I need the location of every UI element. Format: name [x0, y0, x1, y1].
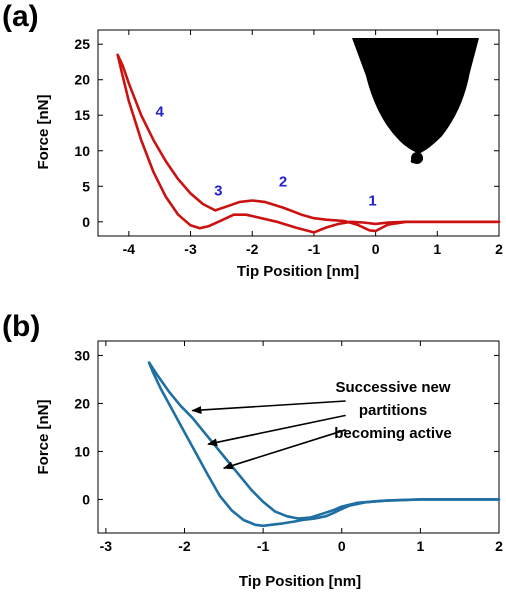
panel-b-x-tick-label: 0 [338, 538, 346, 554]
panel-b-x-tick-label: -3 [100, 538, 113, 554]
panel-a-y-tick-label: 0 [82, 214, 90, 230]
panel-b-x-tick-label: -2 [178, 538, 191, 554]
panel-a-x-axis-label: Tip Position [nm] [237, 263, 359, 280]
panel-a-series-line-1 [116, 53, 501, 234]
panel-b-plot [147, 361, 501, 528]
panel-a-x-tick-label: 2 [495, 241, 503, 257]
panel-a-y-axis-label: Force [nN] [35, 94, 52, 169]
afm-tip-apex [411, 152, 423, 164]
panel-a-y-tick-label: 25 [74, 36, 90, 52]
panel-a-x-tick-label: 1 [433, 241, 441, 257]
panel-a-annotation-2: 2 [279, 173, 287, 190]
panel-b-annotation-arrow [207, 414, 346, 447]
panel-a-y-tick-label: 15 [74, 107, 90, 123]
panel-b-x-tick-label: 2 [495, 538, 503, 554]
panel-b-x-tick-label: -1 [257, 538, 270, 554]
panel-b-y-tick-label: 10 [74, 443, 90, 459]
afm-tip-illustration [352, 38, 479, 164]
panel-b-annotations: Successive new partitions becoming active [191, 379, 452, 470]
panel-a-x-tick-label: -3 [184, 241, 197, 257]
panel-a-annotation-3: 3 [214, 183, 222, 200]
panel-a-plot [116, 53, 501, 234]
panel-b-frame [97, 340, 500, 534]
panel-a-annotation-4: 4 [156, 104, 165, 121]
panel-b-x-tick-label: 1 [416, 538, 424, 554]
panel-b-x-axis-label: Tip Position [nm] [239, 573, 361, 590]
panel-a-label: (a) [2, 0, 39, 33]
panel-b-y-tick-label: 0 [82, 491, 90, 507]
panel-a-frame [97, 29, 500, 237]
panel-a-annotation-1: 1 [368, 192, 376, 209]
panel-a-x-tick-label: -1 [308, 241, 321, 257]
panel-b-series-line-2 [147, 361, 501, 520]
panel-b-y-tick-label: 30 [74, 347, 90, 363]
panel-a-annotations: 1 2 3 4 [156, 104, 377, 210]
panel-a-x-tick-label: 0 [372, 241, 380, 257]
panel-b-label: (b) [2, 310, 40, 343]
panel-b-annotation-arrow [191, 400, 346, 415]
panel-a-y-tick-label: 10 [74, 143, 90, 159]
panel-b-annotation-line: becoming active [334, 425, 452, 442]
panel-b-y-axis-label: Force [nN] [35, 399, 52, 474]
panel-b-annotation-line: partitions [359, 402, 427, 419]
panel-b-y-tick-label: 20 [74, 395, 90, 411]
panel-b-annotation-line: Successive new [335, 379, 450, 396]
panel-a-y-tick-label: 20 [74, 72, 90, 88]
panel-a-series-line-2 [116, 53, 501, 233]
panel-a-x-tick-label: -4 [123, 241, 136, 257]
panel-a-x-tick-label: -2 [246, 241, 259, 257]
panel-a-y-tick-label: 5 [82, 178, 90, 194]
panel-b-annotation-arrow [222, 429, 346, 470]
